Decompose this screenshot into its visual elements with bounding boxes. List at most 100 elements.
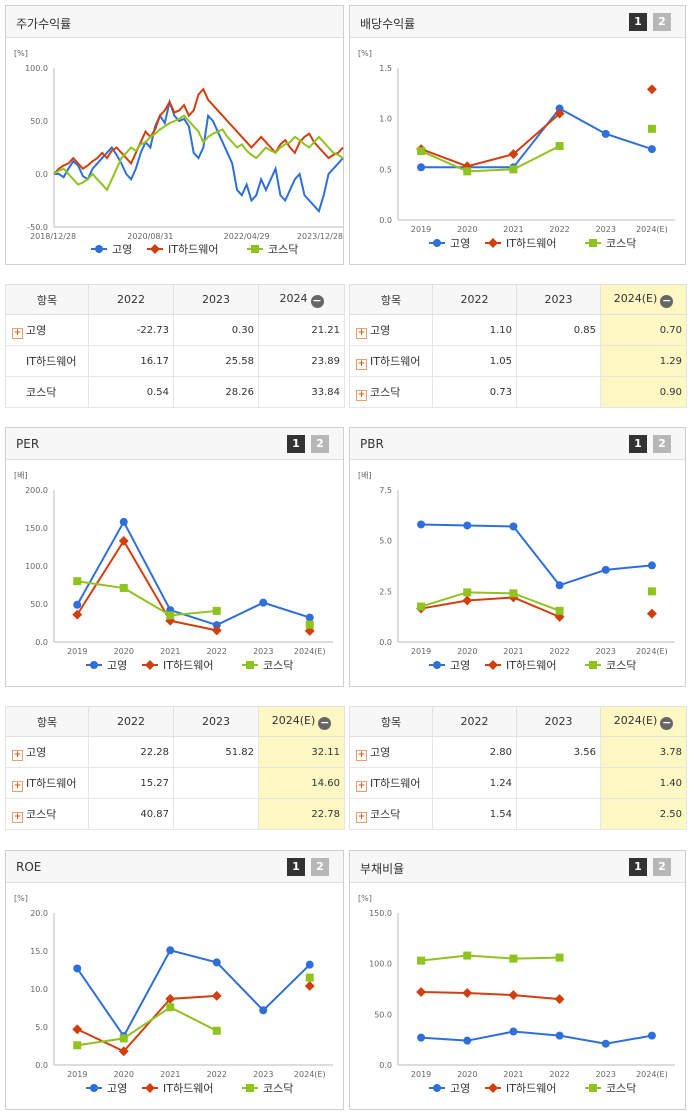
y-tick-label: 0.5 <box>379 165 392 174</box>
expand-plus-icon[interactable]: + <box>12 749 23 761</box>
expand-plus-icon[interactable]: + <box>356 780 367 792</box>
data-point <box>417 147 426 156</box>
row-label-cell: IT하드웨어 <box>5 345 89 377</box>
tab-1[interactable]: 1 <box>629 13 647 31</box>
table-row: + 코스닥 40.87 22.78 <box>5 798 345 830</box>
value-cell: 0.73 <box>432 376 517 408</box>
expand-plus-icon[interactable]: + <box>356 358 367 370</box>
data-point <box>509 1027 518 1036</box>
tab-2[interactable]: 2 <box>653 435 671 453</box>
legend-item[interactable]: 고영 <box>86 659 127 672</box>
tab-2[interactable]: 2 <box>311 858 329 876</box>
data-point <box>646 84 657 95</box>
tab-2[interactable]: 2 <box>653 13 671 31</box>
row-label-cell: 코스닥 <box>5 376 89 408</box>
legend-item[interactable]: 코스닥 <box>585 237 636 250</box>
legend-item[interactable]: 고영 <box>429 659 470 672</box>
expand-plus-icon[interactable]: + <box>356 389 367 401</box>
dividend-yield-chart: [%] 1.5 1.0 0.5 0.0 2019 2020 2021 2022 2023 2024(… <box>358 49 675 250</box>
legend-item[interactable]: 코스닥 <box>585 659 636 672</box>
data-point <box>646 608 657 619</box>
row-label-cell: + IT하드웨어 <box>5 767 89 799</box>
legend-item[interactable]: 고영 <box>91 243 132 256</box>
data-point <box>211 990 222 1001</box>
y-tick-label: 150.0 <box>369 909 392 918</box>
row-label: 코스닥 <box>370 385 401 399</box>
value-cell: 25.58 <box>173 345 259 377</box>
legend-item[interactable]: 고영 <box>86 1082 127 1095</box>
table-header-cell: 2024− <box>258 284 345 315</box>
legend-item[interactable]: IT하드웨어 <box>142 658 213 672</box>
data-point <box>462 988 473 999</box>
table-header-cell: 2024(E) − <box>600 706 687 737</box>
legend-item[interactable]: 코스닥 <box>585 1082 636 1095</box>
legend-label: 코스닥 <box>268 243 298 256</box>
roe-chart: [%]20.0 15.0 10.0 5.0 0.0 2019 2020 2021 2022 202… <box>14 894 333 1095</box>
panel-title: ROE <box>16 860 42 874</box>
expand-plus-icon[interactable]: + <box>356 327 367 339</box>
data-point <box>554 994 565 1005</box>
legend-marker <box>589 1084 597 1092</box>
legend-item[interactable]: 코스닥 <box>242 659 293 672</box>
data-point <box>463 167 472 176</box>
table-row: + 고영 -22.73 0.30 21.21 <box>5 314 345 346</box>
y-tick-label: 2.5 <box>379 587 392 596</box>
tab-1[interactable]: 1 <box>629 858 647 876</box>
data-point <box>417 956 426 965</box>
collapse-icon[interactable]: − <box>310 293 324 308</box>
data-point <box>508 149 519 160</box>
legend-item[interactable]: IT하드웨어 <box>147 242 218 256</box>
data-point <box>555 581 564 590</box>
expand-plus-icon[interactable]: + <box>12 327 23 339</box>
legend-item[interactable]: IT하드웨어 <box>485 236 556 250</box>
collapse-icon[interactable]: − <box>318 715 332 730</box>
data-point <box>555 104 564 113</box>
table-header-cell: 2023 <box>516 706 601 737</box>
header-label: 항목 <box>36 293 58 307</box>
row-label: 고영 <box>370 745 391 759</box>
data-point <box>601 1039 610 1048</box>
table-header-row: 항목 2022 2023 2024(E) − <box>349 706 687 737</box>
tab-2[interactable]: 2 <box>653 858 671 876</box>
series-line <box>54 98 344 214</box>
legend-item[interactable]: IT하드웨어 <box>485 1081 556 1095</box>
expand-plus-icon[interactable]: + <box>12 780 23 792</box>
expand-plus-icon[interactable]: + <box>356 749 367 761</box>
collapse-icon[interactable]: − <box>660 715 674 730</box>
legend-item[interactable]: 고영 <box>429 237 470 250</box>
tab-1[interactable]: 1 <box>287 858 305 876</box>
legend-item[interactable]: 코스닥 <box>247 243 298 256</box>
expand-plus-icon[interactable]: + <box>356 811 367 823</box>
value-cell: 2.80 <box>432 736 517 768</box>
data-point <box>463 521 472 530</box>
tab-1[interactable]: 1 <box>287 435 305 453</box>
collapse-icon[interactable]: − <box>660 293 674 308</box>
y-tick-label: 10.0 <box>30 985 48 994</box>
value-cell: 0.90 <box>600 376 687 408</box>
legend-item[interactable]: 코스닥 <box>242 1082 293 1095</box>
table-row: + 고영 2.80 3.56 3.78 <box>349 736 687 768</box>
tab-1[interactable]: 1 <box>629 435 647 453</box>
legend-item[interactable]: IT하드웨어 <box>485 658 556 672</box>
table-row: + IT하드웨어 1.24 1.40 <box>349 767 687 799</box>
y-tick-label: 0.0 <box>35 170 48 179</box>
x-tick-label: 2019 <box>411 1070 431 1079</box>
legend-item[interactable]: IT하드웨어 <box>142 1081 213 1095</box>
x-tick-label: 2020 <box>114 647 134 656</box>
expand-plus-icon[interactable]: + <box>12 811 23 823</box>
legend-item[interactable]: 고영 <box>429 1082 470 1095</box>
tab-2[interactable]: 2 <box>311 435 329 453</box>
data-point <box>212 958 221 967</box>
data-point <box>259 1006 268 1015</box>
series-line <box>76 538 217 632</box>
series-line <box>420 112 561 168</box>
value-cell: 15.27 <box>88 767 174 799</box>
x-tick-label: 2022 <box>549 225 569 234</box>
x-tick-label: 2021 <box>503 225 523 234</box>
x-tick-label: 2020 <box>457 647 477 656</box>
legend-label: 고영 <box>107 659 127 672</box>
legend-label: 코스닥 <box>606 237 636 250</box>
